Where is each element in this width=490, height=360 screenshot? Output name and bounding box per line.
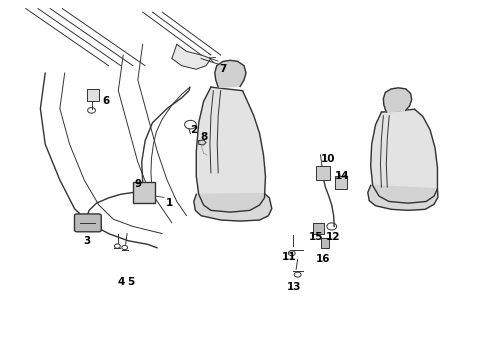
Text: 16: 16 xyxy=(316,253,330,264)
Polygon shape xyxy=(368,185,438,210)
Text: 9: 9 xyxy=(134,179,142,189)
Polygon shape xyxy=(199,140,206,145)
Polygon shape xyxy=(383,88,412,112)
Polygon shape xyxy=(196,87,266,212)
Text: 15: 15 xyxy=(308,232,323,242)
Bar xyxy=(320,238,329,248)
Text: 7: 7 xyxy=(220,64,227,74)
Text: 12: 12 xyxy=(325,232,340,242)
Bar xyxy=(316,166,330,180)
Text: 8: 8 xyxy=(200,132,207,142)
Polygon shape xyxy=(194,194,272,221)
Bar xyxy=(335,176,347,189)
Bar xyxy=(133,182,155,203)
Bar xyxy=(87,89,99,102)
Text: 4: 4 xyxy=(117,277,124,287)
FancyBboxPatch shape xyxy=(74,214,101,232)
Text: 11: 11 xyxy=(282,252,296,262)
Text: 13: 13 xyxy=(287,282,301,292)
Text: 3: 3 xyxy=(83,236,90,246)
Text: 5: 5 xyxy=(127,277,134,287)
Text: 1: 1 xyxy=(166,198,173,208)
Text: 14: 14 xyxy=(335,171,350,181)
Text: 10: 10 xyxy=(320,154,335,163)
Polygon shape xyxy=(215,60,246,87)
Bar xyxy=(313,223,324,234)
Polygon shape xyxy=(371,109,438,203)
Text: 6: 6 xyxy=(102,96,110,107)
Polygon shape xyxy=(172,44,211,69)
Text: 2: 2 xyxy=(190,125,197,135)
